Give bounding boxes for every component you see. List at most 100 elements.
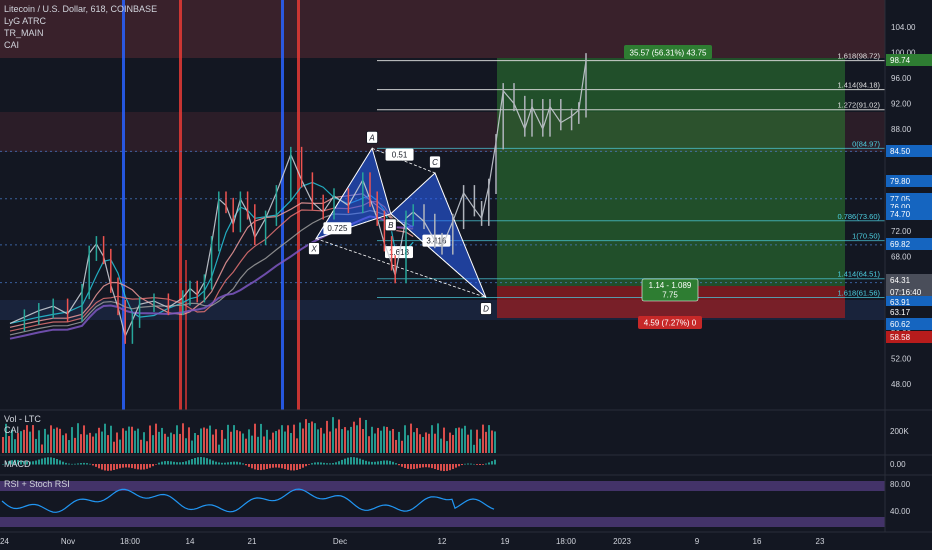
macd-bar	[380, 460, 382, 465]
indicator-label[interactable]: TR_MAIN	[4, 28, 44, 38]
macd-bar	[392, 461, 394, 465]
volume-bar	[14, 439, 16, 453]
price-tag	[886, 208, 932, 220]
price-tag-label: 63.17	[890, 308, 911, 317]
fib-label: 1.414(64.51)	[837, 270, 880, 279]
pattern-point-box	[429, 155, 441, 169]
macd-bar	[479, 464, 481, 465]
volume-bar	[59, 428, 61, 453]
macd-bar	[62, 461, 64, 465]
volume-bar	[338, 419, 340, 453]
macd-bar	[452, 464, 454, 470]
macd-bar	[197, 457, 199, 465]
indicator-label[interactable]: CAI	[4, 40, 20, 50]
volume-bar	[149, 425, 151, 453]
pattern-ratio-label: 0.725	[327, 224, 348, 233]
macd-bar	[416, 464, 418, 469]
macd-bar	[218, 462, 220, 465]
macd-bar	[59, 460, 61, 465]
volume-axis-label: 200K	[890, 427, 909, 436]
pattern-ratio-label: 3.416	[426, 237, 447, 246]
macd-bar	[425, 464, 427, 468]
volume-bar	[263, 436, 265, 453]
macd-bar	[221, 462, 223, 465]
macd-bar	[35, 460, 37, 465]
macd-bar	[386, 460, 388, 465]
macd-pane-label[interactable]: MACD	[4, 459, 31, 470]
volume-bar	[56, 427, 58, 453]
macd-bar	[203, 457, 205, 465]
volume-bar	[233, 425, 235, 453]
rsi-pane: 80.00 40.00	[0, 474, 932, 527]
macd-bar	[449, 464, 451, 471]
volume-bar	[491, 430, 493, 453]
ratio-label: 1.14 - 1.089	[649, 281, 692, 290]
volume-bar	[101, 431, 103, 453]
volume-bar	[185, 438, 187, 453]
volume-pane: 200K	[0, 409, 932, 453]
volume-bar	[215, 429, 217, 453]
macd-bar	[20, 460, 22, 465]
macd-bar	[176, 462, 178, 465]
price-tag-label: 60.62	[890, 320, 911, 329]
volume-bar	[239, 431, 241, 453]
price-tag	[886, 331, 932, 343]
macd-bar	[377, 461, 379, 465]
volume-bar	[347, 430, 349, 453]
macd-bar	[389, 460, 391, 465]
price-tag-label: 07:16:40	[890, 288, 922, 297]
volume-bar	[5, 423, 7, 453]
macd-bar	[338, 461, 340, 465]
macd-bar	[434, 464, 436, 469]
macd-bar	[98, 464, 100, 469]
volume-bar	[437, 423, 439, 453]
macd-bar	[362, 459, 364, 465]
symbol-title[interactable]: Litecoin / U.S. Dollar, 618, COINBASE	[4, 4, 158, 14]
macd-bar	[383, 460, 385, 465]
stop-label: 4.59 (7.27%) 0	[644, 319, 697, 328]
volume-bar	[230, 431, 232, 453]
volume-label[interactable]: Vol - LTC	[4, 414, 41, 424]
volume-bar	[269, 439, 271, 453]
macd-label[interactable]: MACD	[4, 459, 31, 469]
macd-bar	[173, 461, 175, 465]
macd-bar	[101, 464, 103, 470]
price-tag	[886, 286, 932, 298]
macd-bar	[116, 464, 118, 470]
volume-bar	[302, 428, 304, 453]
x-tick-label: 24	[0, 537, 9, 546]
x-tick-label: 12	[438, 537, 447, 546]
volume-bar	[422, 436, 424, 453]
volume-bar	[254, 423, 256, 453]
volume-bar	[116, 432, 118, 453]
macd-bar	[398, 464, 400, 466]
volume-bar	[38, 430, 40, 453]
macd-bar	[233, 461, 235, 465]
volume-bar	[143, 432, 145, 453]
price-tag-label: 74.70	[890, 210, 911, 219]
volume-bar	[320, 427, 322, 453]
macd-bar	[287, 464, 289, 470]
rsi-pane-label[interactable]: RSI + Stoch RSI	[4, 479, 70, 490]
macd-bar	[371, 461, 373, 465]
volume-bar	[236, 430, 238, 453]
volume-bar	[98, 427, 100, 453]
volume-cai-label[interactable]: CAI	[4, 425, 20, 435]
rsi-label[interactable]: RSI + Stoch RSI	[4, 479, 70, 489]
price-tag	[886, 238, 932, 250]
macd-bar	[212, 460, 214, 465]
volume-bar	[251, 435, 253, 453]
macd-bar	[161, 461, 163, 465]
indicator-label[interactable]: LyG ATRC	[4, 16, 47, 26]
macd-bar	[470, 463, 472, 465]
volume-bar	[8, 436, 10, 453]
volume-bar	[140, 439, 142, 453]
price-tag	[886, 296, 932, 308]
macd-bar	[326, 463, 328, 465]
macd-bar	[404, 464, 406, 469]
macd-bar	[320, 462, 322, 465]
macd-bar	[473, 463, 475, 465]
macd-bar	[368, 461, 370, 465]
